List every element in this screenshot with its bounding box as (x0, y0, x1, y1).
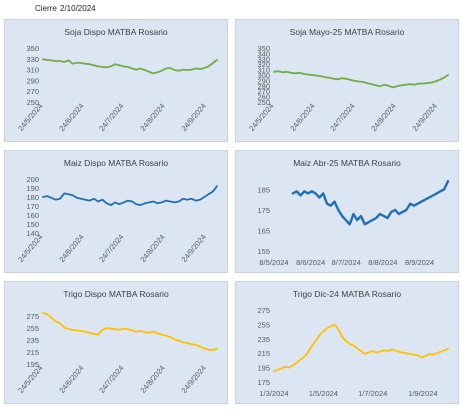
y-tick-label: 290 (257, 76, 270, 85)
x-tick-label: 8/7/2024 (332, 258, 361, 267)
x-tick-label: 24/9/2024 (411, 102, 439, 133)
x-tick-label: 24/6/2024 (57, 364, 85, 395)
y-tick-label: 180 (26, 193, 39, 202)
chart-title: Maiz Dispo MATBA Rosario (63, 158, 169, 168)
y-tick-label: 350 (257, 44, 270, 53)
y-tick-label: 235 (257, 335, 270, 344)
series-line (291, 179, 450, 226)
chart-panel-trigo-dic24: Trigo Dic-24 MATBA Rosario 175 195 215 235 2… (235, 281, 459, 404)
y-tick-label: 200 (26, 175, 39, 184)
x-tick-label: 24/9/2024 (180, 102, 208, 133)
y-tick-label: 215 (26, 348, 39, 357)
cierre-date: 2/10/2024 (60, 4, 96, 13)
x-tick-label: 24/9/2024 (180, 233, 208, 264)
x-tick-label: 1/5/2024 (309, 389, 338, 398)
y-tick-label: 280 (257, 82, 270, 91)
x-tick-label: 24/8/2024 (138, 102, 166, 133)
y-tick-label: 310 (257, 66, 270, 75)
chart-panel-trigo-dispo: Trigo Dispo MATBA Rosario 195 215 235 255 27… (4, 281, 228, 404)
y-tick-label: 185 (257, 185, 270, 194)
y-tick-label: 190 (26, 184, 39, 193)
y-tick-label: 160 (26, 211, 39, 220)
x-tick-label: 24/8/2024 (369, 102, 397, 133)
chart-title: Soja Mayo-25 MATBA Rosario (289, 27, 405, 37)
x-tick-label: 24/7/2024 (97, 364, 125, 395)
x-tick-label: 1/7/2024 (358, 389, 387, 398)
x-tick-label: 24/8/2024 (138, 233, 166, 264)
series-line (273, 70, 449, 89)
chart-svg: 175 195 215 235 255 275 1/3/2024 1/5/2024 1/7/20… (257, 306, 449, 398)
chart-panel-maiz-abr25: Maiz Abr-25 MATBA Rosario 155 165 175 185 8/… (235, 150, 459, 273)
x-tick-label: 24/7/2024 (97, 233, 125, 264)
y-tick-label: 250 (257, 98, 270, 107)
y-tick-label: 170 (26, 202, 39, 211)
y-tick-label: 340 (257, 49, 270, 58)
y-tick-label: 150 (26, 220, 39, 229)
y-tick-label: 155 (257, 247, 270, 256)
chart-svg: 25026027028029030031032033034035024/5/20… (247, 44, 449, 133)
y-tick-label: 310 (26, 66, 39, 75)
chart-panel-soja-mayo25: Soja Mayo-25 MATBA Rosario 250 260 270 280 2… (235, 19, 459, 142)
y-tick-label: 330 (257, 55, 270, 64)
chart-panel-soja-dispo: Soja Dispo MATBA Rosario 250 270 290 310 330… (4, 19, 228, 142)
x-tick-label: 24/8/2024 (138, 364, 166, 395)
y-tick-label: 320 (257, 60, 270, 69)
y-tick-label: 350 (26, 44, 39, 53)
x-tick-label: 8/6/2024 (296, 258, 325, 267)
y-tick-label: 250 (26, 98, 39, 107)
y-tick-label: 255 (257, 320, 270, 329)
y-tick-label: 330 (26, 55, 39, 64)
y-tick-label: 290 (26, 76, 39, 85)
x-tick-label: 24/6/2024 (288, 102, 316, 133)
x-tick-label: 24/7/2024 (328, 102, 356, 133)
x-tick-label: 24/6/2024 (57, 102, 85, 133)
y-tick-label: 300 (257, 71, 270, 80)
x-tick-label: 24/9/2024 (180, 364, 208, 395)
y-tick-label: 260 (257, 93, 270, 102)
y-tick-label: 235 (26, 336, 39, 345)
series-line (273, 323, 449, 373)
chart-title: Soja Dispo MATBA Rosario (64, 27, 168, 37)
chart-title: Maiz Abr-25 MATBA Rosario (293, 158, 401, 168)
x-tick-label: 8/8/2024 (368, 258, 397, 267)
x-tick-label: 1/3/2024 (259, 389, 288, 398)
y-tick-label: 175 (257, 378, 270, 387)
y-tick-label: 215 (257, 349, 270, 358)
series-line (42, 312, 218, 352)
x-tick-label: 8/5/2024 (259, 258, 288, 267)
y-tick-label: 165 (257, 226, 270, 235)
y-tick-label: 270 (26, 87, 39, 96)
x-tick-label: 24/6/2024 (57, 233, 85, 264)
x-tick-label: 24/7/2024 (97, 102, 125, 133)
y-tick-label: 195 (26, 360, 39, 369)
y-tick-label: 270 (257, 87, 270, 96)
chart-title: Trigo Dispo MATBA Rosario (63, 289, 169, 299)
series-line (42, 185, 218, 206)
y-tick-label: 275 (26, 312, 39, 321)
chart-panel-maiz-dispo: Maiz Dispo MATBA Rosario 140 150 160 170 180… (4, 150, 228, 273)
x-tick-label: 8/9/2024 (405, 258, 434, 267)
cierre-label: Cierre (35, 4, 57, 13)
y-tick-label: 255 (26, 324, 39, 333)
series-line (42, 58, 218, 75)
chart-svg: 155 165 175 185 8/5/2024 8/6/2024 8/7/2024 8/8/… (257, 179, 450, 267)
y-tick-label: 195 (257, 364, 270, 373)
y-tick-label: 175 (257, 206, 270, 215)
x-tick-label: 1/9/2024 (408, 389, 437, 398)
y-tick-label: 275 (257, 306, 270, 315)
y-tick-label: 140 (26, 229, 39, 238)
chart-title: Trigo Dic-24 MATBA Rosario (292, 289, 402, 299)
